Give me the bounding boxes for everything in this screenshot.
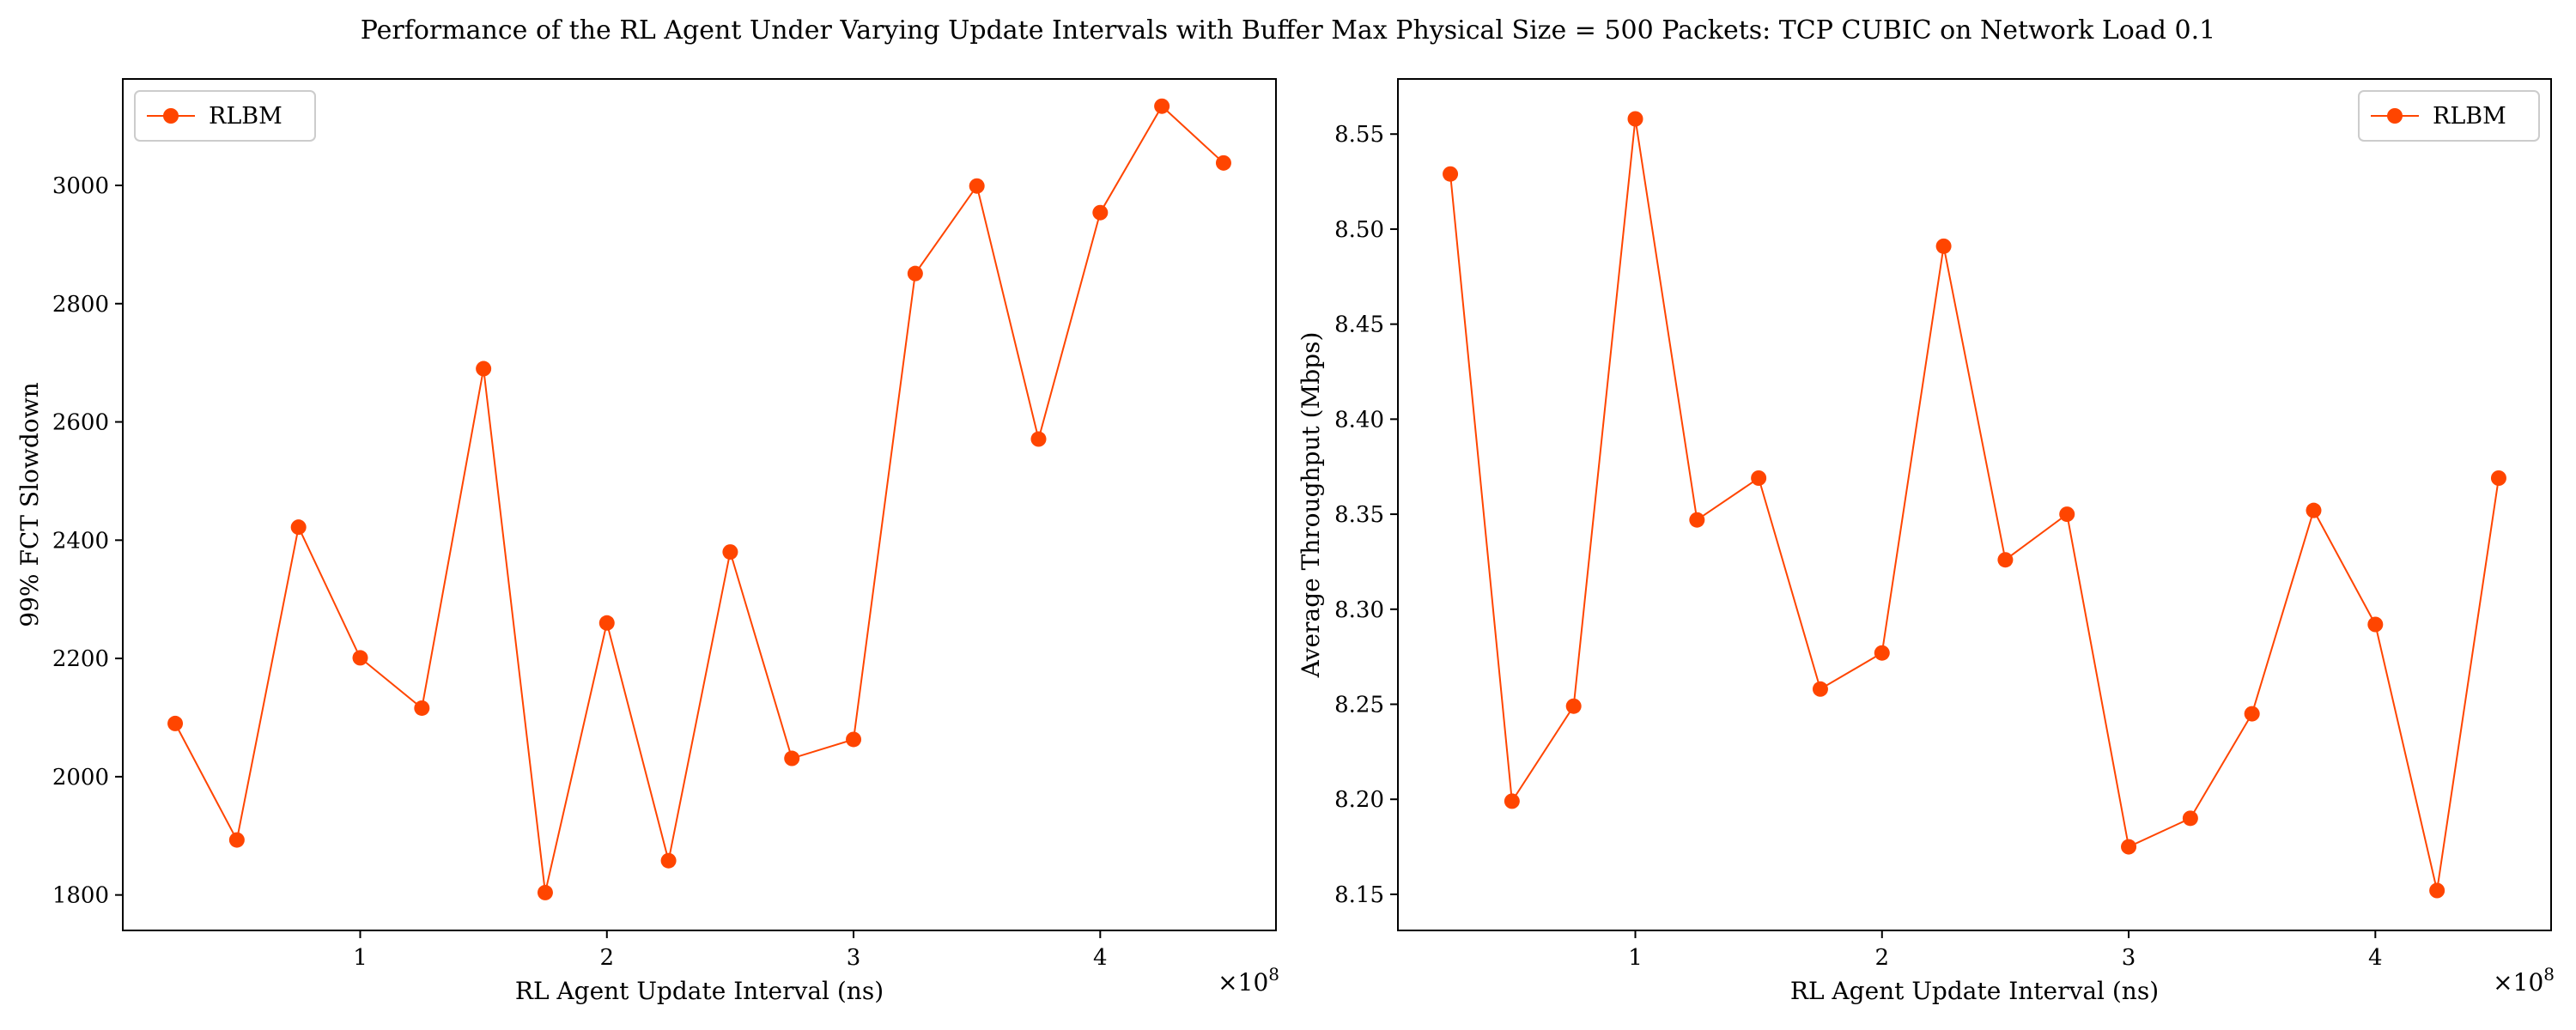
x-tick-label: 1 [1628, 945, 1643, 971]
chart-throughput: 1 2 3 4 8.15 8.20 8.25 8.30 8.35 8.40 8.45 8.50 8.55… [1297, 78, 2555, 1005]
data-point [846, 731, 862, 748]
y-tick-label: 8.50 [1334, 217, 1384, 243]
x-scale-factor: ×108 [2493, 964, 2555, 997]
data-point [2121, 839, 2137, 855]
chart-fct-slowdown: 1 2 3 4 1800 2000 2200 2400 2600 2800 3000 RL Agent… [15, 78, 1279, 1005]
x-axis-label: RL Agent Update Interval (ns) [1790, 977, 2159, 1005]
legend-frame [134, 90, 316, 142]
plot-frame [1397, 78, 2552, 931]
x-scale-exponent: 8 [2543, 964, 2555, 985]
y-tick-label: 8.35 [1334, 502, 1384, 528]
x-tick-label: 4 [2368, 945, 2383, 971]
y-tick-label: 8.30 [1334, 597, 1384, 623]
x-axis-label: RL Agent Update Interval (ns) [515, 977, 884, 1005]
figure-title: Performance of the RL Agent Under Varyin… [360, 15, 2216, 45]
data-point [1154, 98, 1170, 114]
data-point [537, 884, 553, 900]
x-scale-base: ×10 [2493, 968, 2543, 997]
data-point [2182, 810, 2198, 827]
data-point [1565, 698, 1582, 714]
series-line-rlbm [1449, 118, 2500, 891]
data-point [2429, 882, 2445, 899]
y-tick-label: 8.15 [1334, 882, 1384, 908]
x-scale-base: ×10 [1218, 968, 1268, 997]
y-tick-label: 2400 [52, 528, 109, 554]
legend-marker-swatch [2387, 108, 2403, 124]
x-tick-label: 1 [353, 945, 368, 971]
data-point [660, 852, 677, 869]
data-point [290, 519, 307, 536]
y-axis-label: Average Throughput (Mbps) [1297, 332, 1325, 679]
data-point [167, 715, 184, 731]
legend-label: RLBM [2433, 103, 2506, 130]
y-tick-label: 8.55 [1334, 122, 1384, 148]
y-tick-label: 8.45 [1334, 312, 1384, 338]
y-tick-label: 2000 [52, 765, 109, 791]
data-point [414, 700, 430, 716]
data-point [1627, 111, 1643, 127]
y-tick-label: 2200 [52, 646, 109, 672]
y-tick-label: 8.40 [1334, 407, 1384, 433]
legend: RLBM [134, 90, 316, 142]
data-point [1092, 204, 1109, 221]
y-axis-label: 99% FCT Slowdown [15, 382, 44, 627]
data-point [1935, 238, 1952, 254]
data-point [2306, 502, 2322, 518]
series-line-rlbm [174, 105, 1224, 894]
data-point [1689, 512, 1705, 528]
plot-frame [122, 78, 1277, 931]
data-point [476, 360, 492, 377]
legend: RLBM [2358, 90, 2540, 142]
data-point [1215, 154, 1231, 171]
data-point [1504, 793, 1520, 809]
y-tick-label: 8.25 [1334, 693, 1384, 718]
x-tick-label: 3 [2122, 945, 2136, 971]
data-point [969, 178, 985, 194]
legend-marker-swatch [163, 108, 179, 124]
data-point [598, 615, 615, 631]
y-tick-label: 1800 [52, 883, 109, 909]
data-point [1997, 552, 2014, 568]
data-point [1751, 470, 1767, 486]
y-tick-label: 2600 [52, 410, 109, 436]
legend-label: RLBM [209, 103, 283, 130]
data-point [228, 832, 245, 848]
data-point [1812, 681, 1828, 697]
x-tick-label: 2 [1874, 945, 1889, 971]
data-point [2367, 616, 2384, 633]
y-tick-label: 2800 [52, 292, 109, 318]
x-tick-label: 3 [847, 945, 861, 971]
x-scale-factor: ×108 [1218, 964, 1279, 997]
legend-frame [2358, 90, 2540, 142]
data-point [907, 265, 923, 282]
y-tick-label: 8.20 [1334, 787, 1384, 813]
x-tick-label: 2 [599, 945, 614, 971]
data-point [784, 750, 800, 766]
x-scale-exponent: 8 [1268, 964, 1279, 985]
data-point [1443, 166, 1459, 182]
data-point [2490, 470, 2506, 486]
data-point [2059, 506, 2075, 523]
data-point [722, 544, 738, 560]
data-point [1874, 645, 1890, 661]
y-tick-label: 3000 [52, 173, 109, 199]
x-tick-label: 4 [1093, 945, 1108, 971]
data-point [1030, 431, 1047, 447]
data-point [352, 650, 368, 666]
data-point [2244, 706, 2260, 722]
